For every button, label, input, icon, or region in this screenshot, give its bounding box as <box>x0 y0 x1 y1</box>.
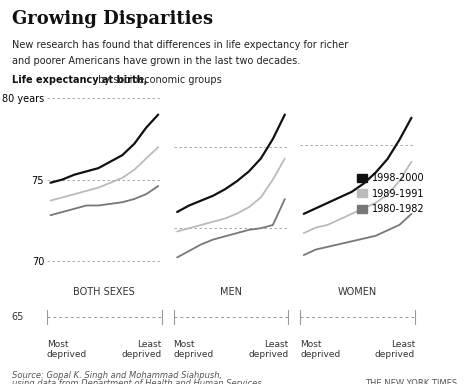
Text: 65: 65 <box>12 312 24 322</box>
Text: Least
deprived: Least deprived <box>121 340 162 359</box>
Text: THE NEW YORK TIMES: THE NEW YORK TIMES <box>365 379 457 384</box>
Text: Most
deprived: Most deprived <box>47 340 87 359</box>
Text: Least
deprived: Least deprived <box>248 340 288 359</box>
Text: Most
deprived: Most deprived <box>174 340 214 359</box>
Text: MEN: MEN <box>220 286 242 297</box>
Text: using data from Department of Health and Human Services: using data from Department of Health and… <box>12 379 261 384</box>
Text: and poorer Americans have grown in the last two decades.: and poorer Americans have grown in the l… <box>12 56 300 66</box>
Text: Source: Gopal K. Singh and Mohammad Siahpush,: Source: Gopal K. Singh and Mohammad Siah… <box>12 371 222 379</box>
Text: by socioeconomic groups: by socioeconomic groups <box>95 75 222 85</box>
Text: Most
deprived: Most deprived <box>300 340 340 359</box>
Text: Life expectancy at birth,: Life expectancy at birth, <box>12 75 147 85</box>
Text: New research has found that differences in life expectancy for richer: New research has found that differences … <box>12 40 348 50</box>
Legend: 1998-2000, 1989-1991, 1980-1982: 1998-2000, 1989-1991, 1980-1982 <box>353 170 428 218</box>
Text: Least
deprived: Least deprived <box>375 340 415 359</box>
Text: WOMEN: WOMEN <box>338 286 377 297</box>
Text: Growing Disparities: Growing Disparities <box>12 10 213 28</box>
Text: BOTH SEXES: BOTH SEXES <box>74 286 135 297</box>
